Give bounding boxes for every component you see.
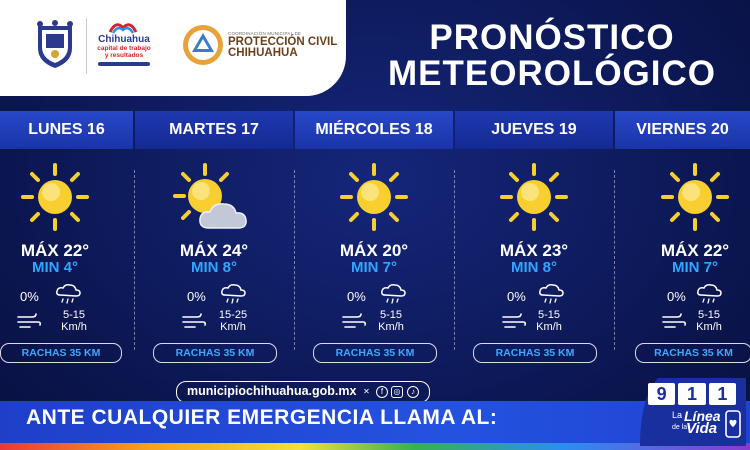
column-divider xyxy=(134,170,135,350)
pc-caption: COORDINACIÓN MUNICIPAL DE xyxy=(228,31,302,36)
rain-chance: 0% xyxy=(347,289,366,304)
pc-title-line-1: PROTECCIÓN CIVIL xyxy=(228,36,338,48)
linea-vida-linea: Línea xyxy=(684,408,721,424)
pc-title: PROTECCIÓN CIVIL CHIHUAHUA xyxy=(228,36,338,59)
emergency-number-911[interactable]: 9 1 1 xyxy=(648,383,736,405)
website-link[interactable]: municipiochihuahua.gob.mx ✕ f ◎ ♪ xyxy=(176,381,430,403)
wind-speed: 5-15 Km/h xyxy=(371,309,411,333)
pc-title-line-2: CHIHUAHUA xyxy=(228,47,298,59)
wind-range: 5-15 xyxy=(62,309,86,321)
wind-speed: 5-15 Km/h xyxy=(529,309,569,333)
max-temp: MÁX 20° xyxy=(339,241,409,260)
wind-range: 5-15 xyxy=(379,309,403,321)
day-header-3: MIÉRCOLES 18 xyxy=(295,111,453,149)
day-header-5: VIERNES 20 xyxy=(615,111,750,149)
gusts-badge: RACHAS 35 KM xyxy=(473,343,597,363)
rain-chance: 0% xyxy=(20,289,39,304)
gusts-badge: RACHAS 35 KM xyxy=(153,343,277,363)
title-line-2: METEOROLÓGICO xyxy=(388,54,716,93)
rain-cloud-icon xyxy=(381,284,406,304)
x-icon[interactable]: ✕ xyxy=(363,387,370,396)
rain-cloud-icon xyxy=(56,284,81,304)
forecast-day-4: MÁX 23° MIN 8° 0% 5-15 Km/h RACHAS 35 KM xyxy=(455,150,613,370)
emergency-bar xyxy=(0,401,750,443)
gusts-badge: RACHAS 35 KM xyxy=(313,343,437,363)
forecast-day-2: MÁX 24° MIN 8° 0% 15-25 Km/h RACHAS 35 K… xyxy=(135,150,293,370)
day-header-1: LUNES 16 xyxy=(0,111,133,149)
rain-chance: 0% xyxy=(667,289,686,304)
wind-unit: Km/h xyxy=(61,321,87,333)
logo-card: Chihuahua capital de trabajo y resultado… xyxy=(0,0,346,96)
gusts-badge: RACHAS 35 KM xyxy=(635,343,750,363)
wind-unit: Km/h xyxy=(536,321,562,333)
rain-cloud-icon xyxy=(539,284,564,304)
wind-unit: Km/h xyxy=(378,321,404,333)
wind-icon xyxy=(17,313,42,328)
linea-vida-dela: de la xyxy=(672,424,688,431)
wind-icon xyxy=(662,313,687,328)
wind-icon xyxy=(342,313,367,328)
sun-icon xyxy=(500,163,568,231)
chihuahua-underline xyxy=(98,62,150,66)
chihuahua-name: Chihuahua xyxy=(98,34,150,45)
rainbow-stripe xyxy=(0,443,750,450)
wind-unit: Km/h xyxy=(220,321,246,333)
day-header-2: MARTES 17 xyxy=(135,111,293,149)
forecast-day-3: MÁX 20° MIN 7° 0% 5-15 Km/h RACHAS 35 KM xyxy=(295,150,453,370)
min-temp: MIN 7° xyxy=(671,259,718,276)
linea-vida-vida: Vida xyxy=(686,420,718,437)
day-header-4: JUEVES 19 xyxy=(455,111,613,149)
rain-cloud-icon xyxy=(697,284,722,304)
min-temp: MIN 4° xyxy=(31,259,78,276)
facebook-icon[interactable]: f xyxy=(376,386,388,398)
tiktok-icon[interactable]: ♪ xyxy=(407,386,419,398)
wind-range: 5-15 xyxy=(537,309,561,321)
wind-icon xyxy=(502,313,527,328)
sun-icon xyxy=(340,163,408,231)
tagline-line-2: y resultados xyxy=(104,52,144,59)
column-divider xyxy=(294,170,295,350)
max-temp: MÁX 23° xyxy=(499,241,569,260)
sun-icon xyxy=(661,163,729,231)
linea-vida-la: La xyxy=(672,410,683,420)
proteccion-civil-emblem-icon xyxy=(183,25,223,65)
emergency-message: ANTE CUALQUIER EMERGENCIA LLAMA AL: xyxy=(26,406,498,429)
digit: 1 xyxy=(708,383,736,405)
title-line-1: PRONÓSTICO xyxy=(429,18,675,57)
wind-range: 15-25 xyxy=(218,309,248,321)
column-divider xyxy=(614,170,615,350)
page-title: PRONÓSTICO METEOROLÓGICO xyxy=(372,20,732,92)
municipal-shield-icon xyxy=(37,20,73,68)
tagline-line-1: capital de trabajo xyxy=(97,45,151,52)
rain-chance: 0% xyxy=(187,289,206,304)
forecast-day-1: MÁX 22° MIN 4° 0% 5-15 Km/h RACHAS 35 KM xyxy=(0,150,122,370)
wind-unit: Km/h xyxy=(696,321,722,333)
phone-icon xyxy=(725,410,741,438)
min-temp: MIN 7° xyxy=(350,259,397,276)
min-temp: MIN 8° xyxy=(510,259,557,276)
max-temp: MÁX 22° xyxy=(660,241,730,260)
chihuahua-tagline: capital de trabajo y resultados xyxy=(92,45,156,59)
chihuahua-wave-icon xyxy=(108,23,138,34)
min-temp: MIN 8° xyxy=(190,259,237,276)
wind-speed: 5-15 Km/h xyxy=(689,309,729,333)
column-divider xyxy=(454,170,455,350)
instagram-icon[interactable]: ◎ xyxy=(391,386,403,398)
website-url[interactable]: municipiochihuahua.gob.mx xyxy=(187,384,357,398)
header-divider xyxy=(86,18,87,74)
wind-range: 5-15 xyxy=(697,309,721,321)
max-temp: MÁX 24° xyxy=(179,241,249,260)
digit: 1 xyxy=(678,383,706,405)
wind-speed: 15-25 Km/h xyxy=(211,309,255,333)
max-temp: MÁX 22° xyxy=(20,241,90,260)
rain-cloud-icon xyxy=(221,284,246,304)
wind-icon xyxy=(182,313,207,328)
wind-speed: 5-15 Km/h xyxy=(56,309,92,333)
rain-chance: 0% xyxy=(507,289,526,304)
digit: 9 xyxy=(648,383,676,405)
partly-cloudy-icon xyxy=(173,163,247,229)
sun-icon xyxy=(21,163,89,231)
gusts-badge: RACHAS 35 KM xyxy=(0,343,122,363)
forecast-day-5: MÁX 22° MIN 7° 0% 5-15 Km/h RACHAS 35 KM xyxy=(615,150,750,370)
